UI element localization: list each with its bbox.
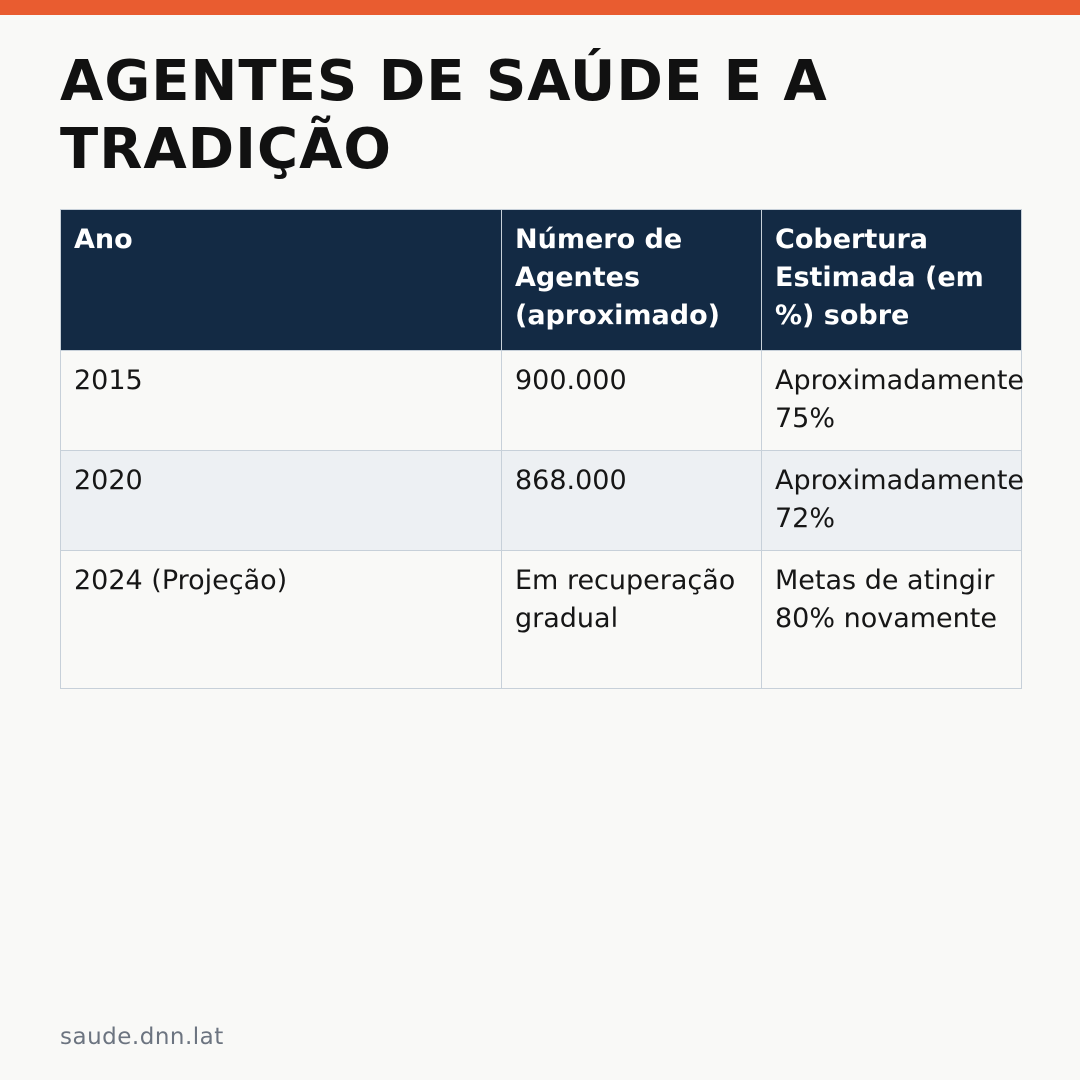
cell-agentes: Em recuperação gradual	[501, 550, 762, 689]
table-row: 2024 (Projeção) Em recuperação gradual M…	[60, 550, 1022, 689]
cell-ano: 2020	[60, 450, 502, 551]
cell-ano: 2024 (Projeção)	[60, 550, 502, 689]
cell-cobertura-line1: Aproximadamente	[775, 365, 1025, 396]
footer-url: saude.dnn.lat	[60, 1024, 224, 1050]
cell-cobertura: Metas de atingir 80% novamente	[761, 550, 1022, 689]
table-header-row: Ano Número de Agentes (aproximado) Cober…	[60, 209, 1022, 351]
column-header-cobertura: Cobertura Estimada (em %) sobre	[761, 209, 1022, 351]
cell-cobertura: Aproximadamente 72%	[761, 450, 1025, 551]
page-title: AGENTES DE SAÚDE E A TRADIÇÃO	[60, 49, 828, 182]
cell-cobertura-line2: 72%	[775, 503, 836, 534]
cell-agentes: 868.000	[501, 450, 762, 551]
table-row: 2020 868.000 Aproximadamente 72%	[60, 450, 1025, 551]
cell-cobertura: Aproximadamente 75%	[761, 350, 1025, 451]
data-table: Ano Número de Agentes (aproximado) Cober…	[60, 209, 1025, 689]
accent-bar	[0, 0, 1080, 15]
column-header-agentes: Número de Agentes (aproximado)	[501, 209, 762, 351]
cell-cobertura-line2: 75%	[775, 403, 836, 434]
cell-cobertura-line1: Aproximadamente	[775, 465, 1025, 496]
cell-ano: 2015	[60, 350, 502, 451]
table-row: 2015 900.000 Aproximadamente 75%	[60, 350, 1025, 451]
cell-agentes: 900.000	[501, 350, 762, 451]
column-header-ano: Ano	[60, 209, 502, 351]
